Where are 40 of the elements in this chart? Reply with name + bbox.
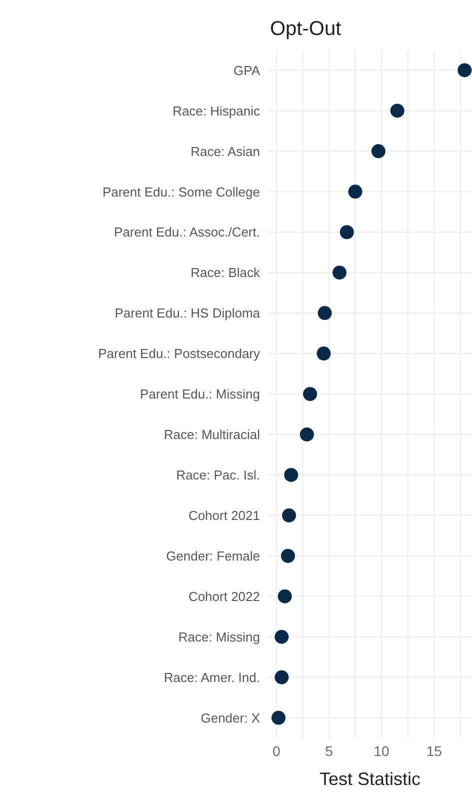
point [274, 630, 289, 644]
point [303, 387, 318, 401]
chart-title: Opt-Out [270, 18, 342, 41]
y-tick-label: Race: Asian [190, 144, 260, 159]
y-tick-label: GPA [234, 62, 260, 78]
x-tick-label: 0 [272, 742, 281, 759]
point [458, 63, 472, 78]
x-tick-label: 15 [426, 742, 442, 759]
y-tick-label: Race: Missing [178, 629, 260, 644]
y-tick-label: Parent Edu.: Postsecondary [98, 346, 260, 362]
y-tick-label: Race: Pac. Isl. [176, 468, 260, 483]
point [282, 508, 296, 522]
point [278, 589, 292, 604]
point [332, 266, 347, 280]
point [340, 225, 354, 240]
point [284, 468, 298, 482]
y-tick-label: Race: Hispanic [172, 103, 260, 118]
point [318, 306, 332, 320]
point [272, 710, 286, 725]
y-tick-label: Parent Edu.: Some College [102, 184, 260, 200]
x-tick-label: 5 [325, 742, 334, 759]
y-tick-label: Parent Edu.: Missing [140, 386, 260, 402]
point [280, 548, 295, 563]
y-tick-label: Cohort 2022 [188, 588, 260, 604]
point [348, 184, 362, 199]
y-tick-label: Gender: Female [166, 548, 260, 564]
x-axis-title: Test Statistic [319, 769, 421, 789]
y-tick-label: Parent Edu.: Assoc./Cert. [114, 224, 260, 240]
x-tick-label: 10 [374, 742, 390, 759]
y-tick-label: Race: Amer. Ind. [164, 670, 260, 685]
y-tick-label: Gender: X [200, 710, 260, 726]
y-tick-label: Race: Black [190, 265, 260, 280]
point [316, 346, 331, 361]
y-tick-label: Race: Multiracial [164, 427, 260, 442]
point [300, 427, 314, 442]
point [274, 670, 289, 684]
point [371, 144, 386, 158]
point [390, 104, 404, 118]
y-tick-label: Cohort 2021 [188, 508, 260, 524]
y-tick-label: Parent Edu.: HS Diploma [114, 306, 261, 321]
